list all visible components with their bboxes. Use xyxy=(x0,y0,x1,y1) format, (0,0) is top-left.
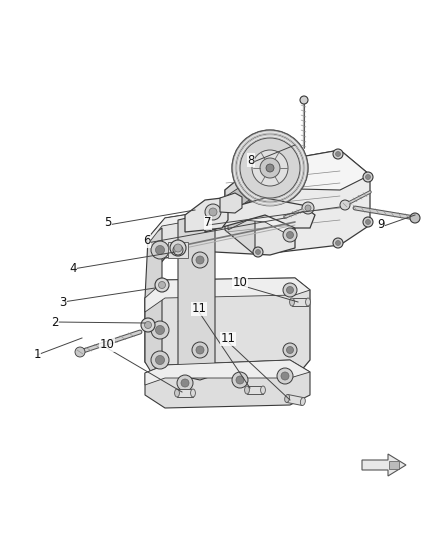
Ellipse shape xyxy=(285,394,290,402)
Text: 5: 5 xyxy=(104,216,112,230)
Circle shape xyxy=(305,205,311,211)
Circle shape xyxy=(333,238,343,248)
Ellipse shape xyxy=(191,389,195,397)
Polygon shape xyxy=(145,278,310,312)
Circle shape xyxy=(145,321,152,328)
Polygon shape xyxy=(168,242,188,258)
Circle shape xyxy=(151,241,169,259)
Ellipse shape xyxy=(175,389,180,397)
Circle shape xyxy=(177,375,193,391)
Polygon shape xyxy=(225,150,370,255)
Circle shape xyxy=(196,346,204,354)
Circle shape xyxy=(333,149,343,159)
Circle shape xyxy=(155,356,165,365)
Text: 9: 9 xyxy=(377,219,385,231)
Polygon shape xyxy=(220,193,242,213)
Text: 11: 11 xyxy=(220,333,236,345)
Polygon shape xyxy=(228,179,252,215)
Circle shape xyxy=(151,351,169,369)
Circle shape xyxy=(302,202,314,214)
Circle shape xyxy=(159,281,166,288)
Circle shape xyxy=(181,379,189,387)
Circle shape xyxy=(232,372,248,388)
Polygon shape xyxy=(148,210,295,278)
Polygon shape xyxy=(177,389,193,397)
Text: 10: 10 xyxy=(233,276,247,288)
Circle shape xyxy=(365,174,371,180)
Circle shape xyxy=(286,346,293,353)
Polygon shape xyxy=(205,198,315,232)
Text: 6: 6 xyxy=(143,235,151,247)
Polygon shape xyxy=(292,298,308,306)
Bar xyxy=(389,461,399,469)
Circle shape xyxy=(236,376,244,384)
Circle shape xyxy=(286,287,293,294)
Circle shape xyxy=(255,249,261,254)
Circle shape xyxy=(255,166,261,171)
Circle shape xyxy=(155,278,169,292)
Circle shape xyxy=(336,240,340,246)
Circle shape xyxy=(336,151,340,157)
Circle shape xyxy=(170,240,186,256)
Text: 2: 2 xyxy=(51,316,59,328)
Circle shape xyxy=(141,318,155,332)
Circle shape xyxy=(286,231,293,238)
Text: 7: 7 xyxy=(204,216,212,230)
Text: 3: 3 xyxy=(59,295,67,309)
Text: 8: 8 xyxy=(247,154,254,166)
Circle shape xyxy=(253,163,263,173)
Circle shape xyxy=(363,172,373,182)
Polygon shape xyxy=(225,165,255,255)
Circle shape xyxy=(283,283,297,297)
Polygon shape xyxy=(362,454,406,476)
Circle shape xyxy=(410,213,420,223)
Circle shape xyxy=(281,372,289,380)
Text: 10: 10 xyxy=(99,338,114,351)
Circle shape xyxy=(266,164,274,172)
Circle shape xyxy=(283,228,297,242)
Circle shape xyxy=(209,208,217,216)
Circle shape xyxy=(205,204,221,220)
Polygon shape xyxy=(145,228,162,390)
Circle shape xyxy=(365,220,371,224)
Polygon shape xyxy=(145,278,310,380)
Circle shape xyxy=(252,150,288,186)
Text: 11: 11 xyxy=(191,303,206,316)
Polygon shape xyxy=(247,386,263,394)
Circle shape xyxy=(340,200,350,210)
Text: 4: 4 xyxy=(69,262,77,276)
Circle shape xyxy=(277,368,293,384)
Circle shape xyxy=(300,96,308,104)
Circle shape xyxy=(232,130,308,206)
Circle shape xyxy=(240,138,300,198)
Polygon shape xyxy=(178,215,215,380)
Polygon shape xyxy=(228,200,252,230)
Circle shape xyxy=(192,252,208,268)
Circle shape xyxy=(196,256,204,264)
Ellipse shape xyxy=(306,298,311,306)
Polygon shape xyxy=(145,360,310,408)
Circle shape xyxy=(75,347,85,357)
Circle shape xyxy=(260,158,280,178)
Ellipse shape xyxy=(261,386,265,394)
Circle shape xyxy=(253,247,263,257)
Polygon shape xyxy=(185,198,228,232)
Text: 1: 1 xyxy=(33,349,41,361)
Polygon shape xyxy=(286,394,304,406)
Circle shape xyxy=(283,343,297,357)
Ellipse shape xyxy=(290,298,294,306)
Circle shape xyxy=(174,244,182,252)
Polygon shape xyxy=(148,210,295,244)
Circle shape xyxy=(155,326,165,335)
Circle shape xyxy=(151,321,169,339)
Circle shape xyxy=(173,245,183,255)
Ellipse shape xyxy=(300,398,305,406)
Circle shape xyxy=(192,342,208,358)
Ellipse shape xyxy=(244,386,249,394)
Circle shape xyxy=(155,246,165,254)
Polygon shape xyxy=(255,150,370,190)
Polygon shape xyxy=(145,360,310,385)
Circle shape xyxy=(363,217,373,227)
